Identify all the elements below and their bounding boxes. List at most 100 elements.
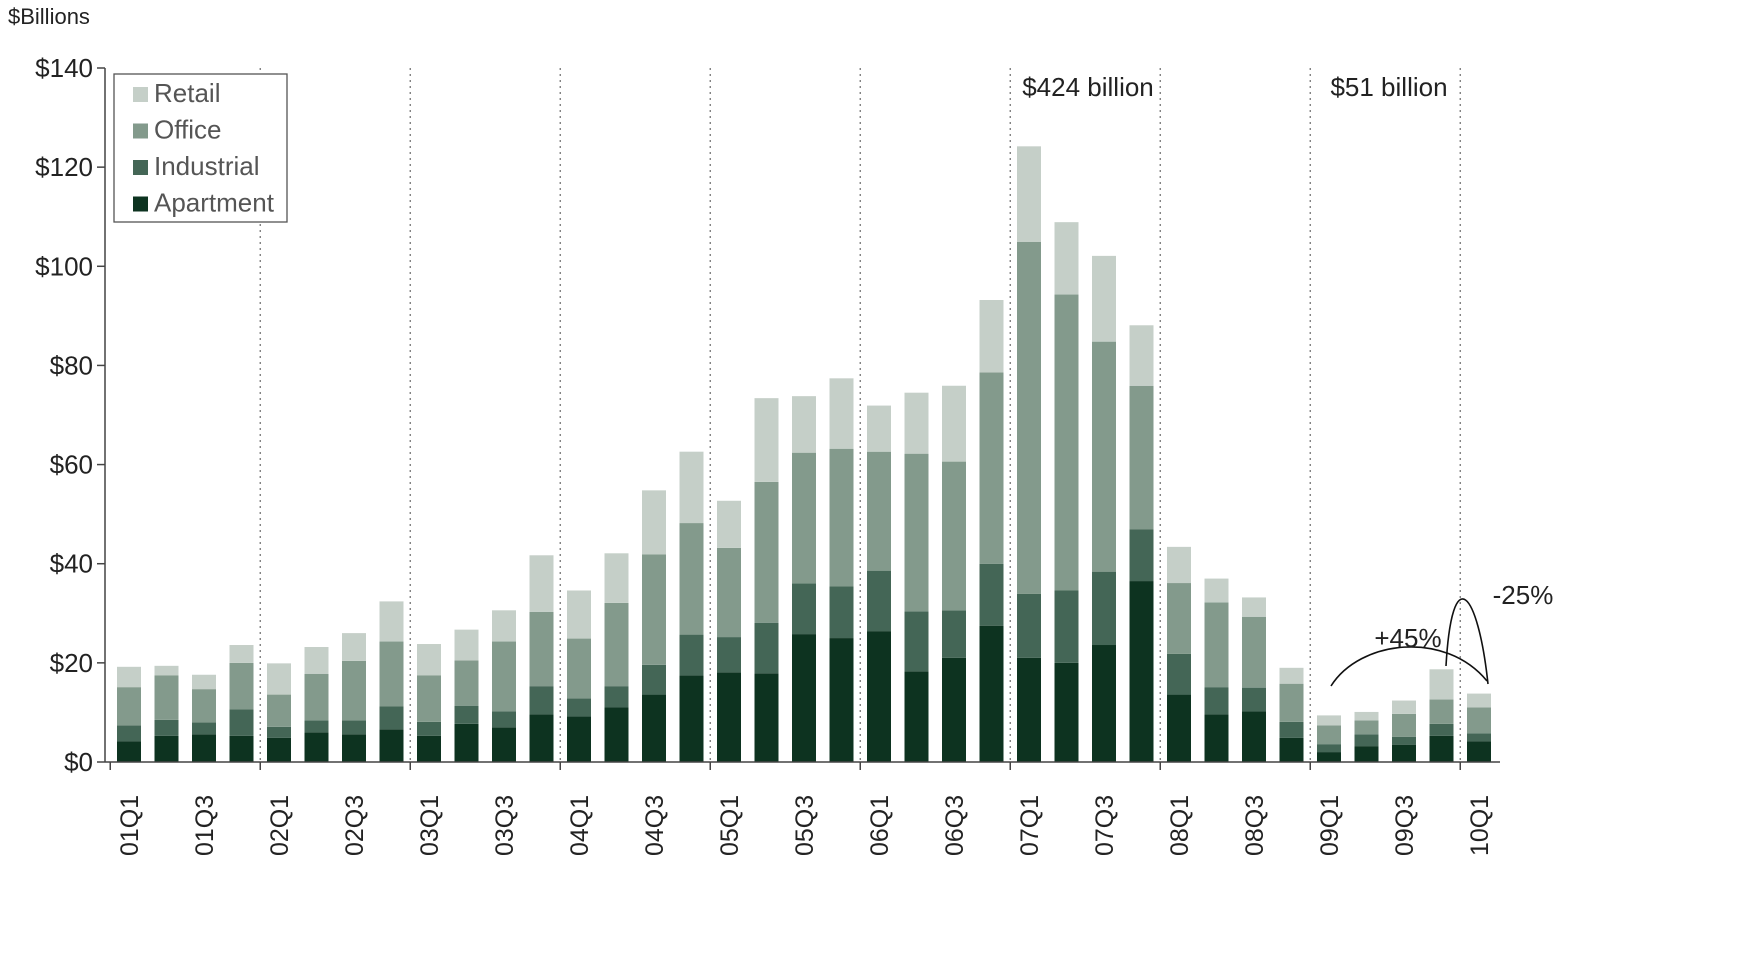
- bar-segment-office-08Q4: [1279, 683, 1304, 722]
- bar-segment-industrial-07Q4: [1129, 529, 1154, 582]
- bar-segment-industrial-01Q1: [117, 725, 141, 742]
- bar-segment-office-09Q4: [1429, 699, 1454, 724]
- bar-segment-industrial-08Q3: [1242, 687, 1266, 712]
- bar-segment-apartment-06Q2: [904, 671, 929, 762]
- bar-segment-retail-06Q2: [904, 392, 929, 454]
- bar-segment-retail-04Q1: [567, 590, 591, 639]
- x-tick-label: 02Q1: [266, 795, 294, 856]
- x-tick-label: 04Q3: [641, 795, 669, 856]
- bar-segment-retail-01Q3: [192, 674, 216, 690]
- bar-segment-retail-07Q4: [1129, 325, 1154, 386]
- bar-segment-apartment-07Q3: [1092, 645, 1116, 762]
- bar-segment-office-01Q2: [154, 675, 179, 720]
- bar-segment-apartment-04Q3: [642, 694, 666, 762]
- legend-swatch-office: [133, 123, 148, 139]
- bar-segment-apartment-06Q3: [942, 657, 966, 762]
- bar-segment-industrial-08Q4: [1279, 721, 1304, 738]
- bar-segment-retail-08Q4: [1279, 667, 1304, 684]
- bar-segment-retail-09Q1: [1317, 715, 1341, 726]
- bar-segment-retail-04Q3: [642, 490, 666, 555]
- bar-segment-apartment-03Q2: [454, 723, 479, 762]
- bar-segment-office-08Q3: [1242, 616, 1266, 688]
- bar-segment-retail-04Q2: [604, 553, 629, 603]
- bar-stack-02Q1: [267, 663, 291, 762]
- legend-label-retail: Retail: [154, 78, 220, 108]
- bar-segment-apartment-03Q1: [417, 735, 441, 762]
- bar-stack-02Q4: [379, 601, 404, 762]
- bar-stack-08Q1: [1167, 546, 1191, 762]
- bar-segment-apartment-08Q1: [1167, 694, 1191, 762]
- bar-segment-apartment-10Q1: [1467, 741, 1491, 762]
- bar-segment-retail-02Q4: [379, 601, 404, 642]
- bar-stack-08Q3: [1242, 597, 1266, 762]
- bar-segment-retail-07Q3: [1092, 255, 1116, 342]
- bar-segment-office-09Q3: [1392, 713, 1416, 737]
- bar-segment-office-04Q2: [604, 602, 629, 687]
- bar-stack-09Q3: [1392, 700, 1416, 762]
- bar-segment-apartment-07Q1: [1017, 657, 1041, 762]
- bar-segment-office-08Q2: [1204, 602, 1229, 688]
- x-tick-label: 07Q1: [1016, 795, 1044, 856]
- bar-segment-retail-01Q2: [154, 665, 179, 676]
- bar-segment-industrial-02Q4: [379, 706, 404, 730]
- bar-segment-retail-08Q1: [1167, 546, 1191, 584]
- legend-swatch-retail: [133, 87, 148, 102]
- bar-segment-office-07Q1: [1017, 241, 1041, 594]
- bar-segment-apartment-08Q3: [1242, 711, 1266, 762]
- bar-segment-apartment-02Q2: [304, 732, 329, 762]
- bar-segment-retail-03Q2: [454, 629, 479, 661]
- bar-segment-industrial-02Q1: [267, 726, 291, 738]
- bar-segment-industrial-03Q2: [454, 705, 479, 724]
- bar-segment-apartment-05Q2: [754, 673, 779, 762]
- bar-segment-office-09Q1: [1317, 725, 1341, 745]
- bar-segment-industrial-04Q2: [604, 686, 629, 708]
- annotation-plus-45-percent: +45%: [1374, 623, 1441, 653]
- bar-segment-office-05Q2: [754, 481, 779, 623]
- bar-stack-03Q1: [417, 644, 441, 762]
- bar-stack-04Q1: [567, 590, 591, 762]
- bar-segment-industrial-03Q3: [492, 711, 516, 728]
- bar-segment-office-09Q2: [1354, 720, 1379, 735]
- annotation-2007-total: $424 billion: [1022, 72, 1154, 102]
- bar-stack-05Q1: [717, 500, 741, 762]
- x-tick-label: 03Q3: [491, 795, 519, 856]
- bar-segment-apartment-04Q1: [567, 716, 591, 762]
- bar-segment-office-01Q1: [117, 687, 141, 726]
- bar-segment-retail-01Q4: [229, 645, 254, 663]
- bar-segment-retail-03Q1: [417, 644, 441, 676]
- bar-segment-apartment-09Q4: [1429, 735, 1454, 762]
- x-tick-label: 02Q3: [341, 795, 369, 856]
- bar-segment-retail-05Q3: [792, 396, 816, 453]
- bar-segment-retail-07Q2: [1054, 222, 1079, 295]
- y-tick-label: $140: [35, 53, 93, 83]
- bar-segment-apartment-03Q4: [529, 714, 554, 762]
- bar-segment-retail-06Q3: [942, 385, 966, 462]
- bar-segment-industrial-05Q2: [754, 622, 779, 674]
- bar-stack-07Q4: [1129, 325, 1154, 762]
- bar-segment-apartment-07Q4: [1129, 581, 1154, 762]
- bar-segment-retail-02Q2: [304, 646, 329, 674]
- bar-stack-01Q2: [154, 665, 179, 762]
- y-axis-unit-label: $Billions: [8, 4, 90, 29]
- bar-segment-industrial-02Q3: [342, 720, 366, 735]
- bar-stack-04Q4: [679, 451, 704, 762]
- bar-stack-03Q2: [454, 629, 479, 762]
- bar-segment-industrial-02Q2: [304, 720, 329, 733]
- x-tick-label: 04Q1: [566, 795, 594, 856]
- x-tick-label: 03Q1: [416, 795, 444, 856]
- bar-segment-retail-08Q3: [1242, 597, 1266, 617]
- bar-segment-office-02Q2: [304, 673, 329, 721]
- bar-segment-industrial-01Q3: [192, 722, 216, 735]
- bar-segment-office-03Q2: [454, 660, 479, 706]
- y-tick-label: $0: [64, 747, 93, 777]
- legend-label-office: Office: [154, 115, 221, 145]
- y-tick-label: $60: [50, 450, 93, 480]
- bar-segment-apartment-06Q1: [867, 631, 891, 762]
- bar-segment-retail-05Q2: [754, 398, 779, 482]
- bar-stack-08Q4: [1279, 667, 1304, 762]
- bar-segment-retail-09Q4: [1429, 669, 1454, 700]
- bar-segment-office-01Q3: [192, 689, 216, 723]
- bar-stack-01Q4: [229, 645, 254, 762]
- bar-segment-apartment-01Q2: [154, 735, 179, 762]
